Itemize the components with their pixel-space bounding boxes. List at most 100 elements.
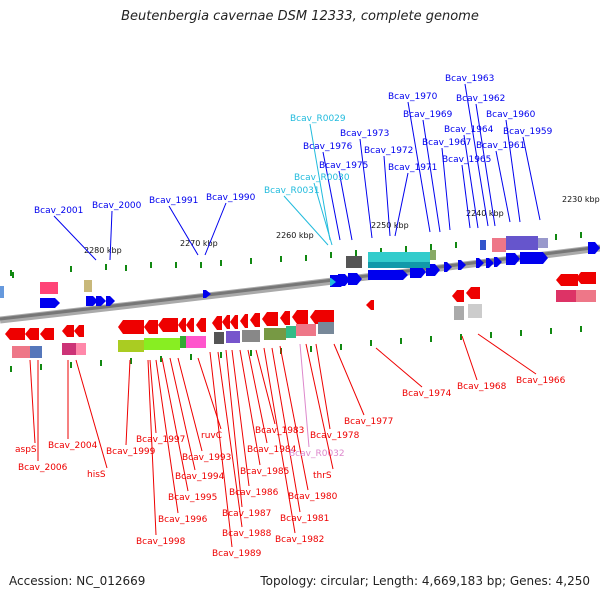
cds-reverse — [230, 315, 238, 329]
cds-forward — [476, 258, 484, 268]
label-leader-bcav-r0030 — [313, 182, 333, 246]
cds-forward — [86, 296, 98, 306]
cds-reverse — [212, 316, 222, 330]
cog-box — [368, 252, 430, 264]
gene-label-bcav-1987: Bcav_1987 — [222, 509, 271, 519]
cds-reverse — [40, 328, 54, 340]
gene-label-bcav-2001: Bcav_2001 — [34, 206, 83, 216]
cog-box — [62, 343, 76, 355]
gene-label-hiss: hisS — [87, 470, 106, 480]
gene-label-asps: aspS — [15, 445, 37, 455]
cog-box — [576, 290, 596, 302]
label-leader-bcav-1962 — [475, 103, 496, 227]
label-leader-bcav-1960 — [505, 119, 521, 223]
scale-tick-bottom — [160, 356, 162, 362]
label-leader-bcav-1991 — [168, 205, 199, 256]
label-leader-bcav-1982 — [263, 347, 296, 534]
gene-label-bcav-1994: Bcav_1994 — [175, 472, 225, 482]
scale-tick — [150, 262, 152, 268]
label-leader-bcav-1986 — [231, 349, 250, 487]
scale-tick — [455, 242, 457, 248]
cog-box — [76, 343, 86, 355]
cds-reverse — [62, 325, 74, 337]
label-leader-bcav-1966 — [477, 333, 537, 375]
cds-reverse — [118, 320, 144, 334]
gene-label-bcav-1991: Bcav_1991 — [149, 196, 198, 206]
label-leader-bcav-1969 — [422, 119, 441, 233]
label-leader-bcav-r0032 — [299, 343, 310, 448]
label-leader-bcav-1970 — [407, 101, 431, 233]
gene-label-bcav-1989: Bcav_1989 — [212, 549, 262, 559]
cog-box — [506, 236, 538, 250]
scale-tick — [125, 265, 127, 271]
gene-label-bcav-1967: Bcav_1967 — [422, 138, 471, 148]
cog-box — [286, 326, 296, 338]
cds-reverse — [250, 313, 260, 327]
cds-forward — [106, 296, 115, 306]
scale-tick-bottom — [370, 340, 372, 346]
scale-tick-bottom — [340, 344, 342, 350]
label-leader-bcav-1999 — [125, 359, 131, 446]
scale-label-kbp-2230: 2230 kbp — [562, 195, 600, 204]
scale-tick — [305, 255, 307, 261]
label-leader-bcav-1967 — [441, 147, 451, 231]
scale-tick — [555, 234, 557, 240]
gene-label-bcav-1974: Bcav_1974 — [402, 389, 452, 399]
label-leader-bcav-1981 — [271, 347, 301, 513]
cog-box — [556, 290, 576, 302]
gene-label-bcav-1969: Bcav_1969 — [403, 110, 453, 120]
label-leader-bcav-1995 — [161, 357, 189, 492]
cds-forward — [368, 270, 408, 280]
cog-box — [84, 280, 92, 292]
scale-tick — [250, 258, 252, 264]
cds-forward — [203, 290, 211, 298]
cds-reverse — [158, 318, 178, 332]
scale-tick-bottom — [400, 338, 402, 344]
scale-tick — [70, 266, 72, 272]
scale-tick-bottom — [460, 334, 462, 340]
cog-box — [12, 346, 30, 358]
cog-box — [30, 346, 42, 358]
label-leader-bcav-1993 — [177, 357, 203, 452]
label-leader-bcav-1974 — [375, 347, 423, 388]
gene-label-bcav-1968: Bcav_1968 — [457, 382, 507, 392]
cds-reverse — [222, 315, 230, 329]
scale-tick-bottom — [430, 336, 432, 342]
label-leader-bcav-1964 — [463, 134, 479, 229]
cds-reverse — [74, 325, 84, 337]
gene-label-bcav-1982: Bcav_1982 — [275, 535, 324, 545]
gene-label-bcav-1997: Bcav_1997 — [136, 435, 185, 445]
scale-tick-bottom — [310, 346, 312, 352]
cds-forward — [506, 253, 520, 265]
cog-box — [242, 330, 260, 342]
scale-tick — [380, 248, 382, 254]
scale-tick — [12, 272, 14, 278]
trna-forward — [330, 278, 336, 286]
gene-label-bcav-r0030: Bcav_R0030 — [294, 173, 350, 183]
gene-label-bcav-1963: Bcav_1963 — [445, 74, 494, 84]
cog-box — [40, 282, 58, 294]
cog-box — [468, 304, 482, 318]
cog-box — [0, 286, 4, 298]
scale-tick-bottom — [520, 330, 522, 336]
gene-label-bcav-1959: Bcav_1959 — [503, 127, 553, 137]
scale-tick — [200, 262, 202, 268]
cog-box — [538, 238, 548, 248]
genome-summary: Topology: circular; Length: 4,669,183 bp… — [260, 574, 590, 588]
cds-reverse — [5, 328, 25, 340]
label-leader-bcav-1972 — [383, 155, 391, 237]
label-leader-bcav-1976 — [322, 151, 341, 241]
scale-tick-bottom — [10, 366, 12, 372]
gene-label-bcav-1970: Bcav_1970 — [388, 92, 438, 102]
label-leader-bcav-1968 — [461, 335, 478, 381]
scale-tick — [175, 262, 177, 268]
scale-tick-bottom — [130, 358, 132, 364]
cog-box — [186, 336, 206, 348]
label-leader-bcav-2000 — [109, 210, 113, 261]
cds-forward — [588, 242, 600, 254]
cog-box — [368, 262, 430, 268]
scale-tick — [105, 264, 107, 270]
cog-box — [492, 238, 506, 252]
cds-reverse — [262, 312, 278, 326]
